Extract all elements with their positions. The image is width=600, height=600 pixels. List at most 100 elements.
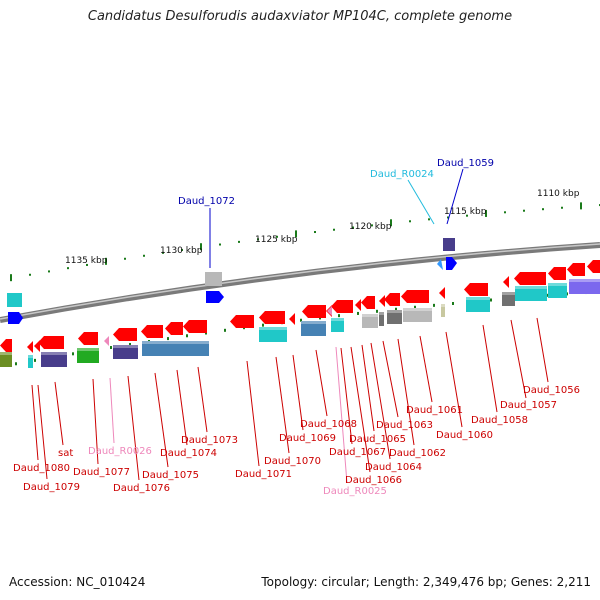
gene-label-daud-1076: Daud_1076 — [113, 483, 170, 494]
scale-label-1120: 1120 kbp — [349, 222, 392, 232]
scale-label-1130: 1130 kbp — [160, 246, 203, 256]
scale-tick-lower — [490, 298, 492, 302]
gene-arrow-cds-small — [439, 287, 445, 299]
gene-leader-line — [361, 344, 375, 432]
scale-tick-lower — [395, 307, 397, 311]
scale-tick-lower — [262, 323, 264, 327]
scale-tick — [86, 263, 88, 266]
gene-category-box — [28, 355, 33, 368]
gene-arrow-cds — [113, 328, 137, 341]
scale-tick-lower — [357, 311, 359, 315]
gene-label-daud-1062: Daud_1062 — [389, 448, 446, 459]
scale-tick — [390, 219, 392, 227]
scale-tick-lower — [376, 309, 378, 313]
gene-arrow-cds — [302, 305, 326, 318]
feature-purple-1059 — [443, 238, 455, 251]
gene-category-box-highlight — [502, 292, 515, 295]
gene-arrow-cds-small — [289, 313, 295, 325]
scale-tick — [48, 270, 50, 273]
scale-tick — [143, 254, 145, 257]
gene-category-box-highlight — [301, 321, 326, 324]
gene-category-box-highlight — [0, 352, 12, 355]
gene-category-box-highlight — [548, 283, 567, 286]
scale-tick — [219, 243, 221, 246]
scale-tick — [105, 257, 107, 265]
gene-arrow-cds-small — [355, 299, 361, 311]
gene-arrow-cds — [0, 339, 12, 352]
genome-backbone — [0, 242, 600, 323]
scale-tick — [162, 251, 164, 254]
gene-arrow-cds — [331, 300, 353, 313]
gene-arrow-rna — [327, 306, 332, 316]
gene-leader-line — [54, 381, 64, 446]
gene-category-box-highlight — [515, 286, 547, 289]
gene-category-box-highlight — [441, 304, 445, 307]
gene-category-box-highlight — [387, 310, 402, 313]
scale-tick-lower — [205, 331, 207, 335]
scale-tick-lower — [414, 305, 416, 309]
genome-summary-text: Topology: circular; Length: 2,349,476 bp… — [261, 575, 591, 589]
scale-tick — [333, 228, 335, 231]
gene-label-daud-1077: Daud_1077 — [73, 467, 130, 478]
gene-leader-line — [92, 378, 99, 465]
feature-trna-r0024 — [437, 259, 443, 270]
scale-tick-lower — [224, 328, 226, 332]
gene-leader-line — [31, 384, 39, 461]
gene-leader-line — [510, 319, 527, 399]
gene-leader-line — [536, 317, 549, 383]
scale-tick-lower — [186, 334, 188, 338]
scale-tick-lower — [15, 362, 17, 366]
gene-category-box — [362, 314, 378, 328]
gene-label-daud-1075: Daud_1075 — [142, 470, 199, 481]
feature-blue-arrow-1072 — [206, 291, 224, 303]
gene-arrow-cds — [587, 260, 600, 273]
gene-label-daud-1063: Daud_1063 — [376, 420, 433, 431]
gene-leader-line — [197, 366, 208, 433]
gene-leader-line — [382, 340, 399, 418]
scale-tick — [352, 226, 354, 229]
scale-tick — [124, 257, 126, 260]
top-label-daud-r0024: Daud_R0024 — [370, 169, 434, 180]
gene-category-box — [379, 312, 384, 326]
gene-category-box-highlight — [379, 312, 384, 315]
genome-backbone-highlight — [0, 243, 600, 320]
gene-category-box-highlight — [28, 355, 33, 358]
scale-tick — [238, 240, 240, 243]
gene-leader-lines — [31, 317, 549, 484]
feature-gray-top-1072 — [205, 272, 222, 286]
gene-category-box — [41, 352, 67, 367]
gene-category-box — [548, 283, 567, 298]
gene-category-box — [0, 352, 12, 367]
scale-tick — [542, 208, 544, 211]
scale-tick — [523, 209, 525, 212]
gene-leader-line — [154, 372, 169, 468]
gene-arrow-cds-small — [379, 295, 385, 307]
gene-arrow-cds — [384, 293, 400, 306]
scale-tick — [200, 243, 202, 251]
gene-label-daud-1071: Daud_1071 — [235, 469, 292, 480]
gene-label-daud-1069: Daud_1069 — [279, 433, 336, 444]
gene-category-box — [403, 308, 432, 322]
gene-label-daud-1064: Daud_1064 — [365, 462, 422, 473]
gene-category-box-highlight — [259, 327, 287, 330]
map-title: Candidatus Desulforudis audaxviator MP10… — [87, 9, 513, 24]
gene-leader-line — [37, 384, 48, 480]
scale-tick-lower — [452, 301, 454, 305]
gene-leader-line — [340, 347, 353, 445]
gene-label-daud-1058: Daud_1058 — [471, 415, 528, 426]
gene-leader-line — [127, 375, 140, 481]
scale-tick — [504, 211, 506, 214]
scale-label-1115: 1115 kbp — [444, 207, 487, 217]
gene-leader-line — [176, 369, 188, 446]
gene-arrow-cds-small — [345, 301, 351, 313]
scale-tick — [276, 235, 278, 238]
gene-category-box — [331, 318, 344, 332]
scale-tick — [485, 209, 487, 217]
gene-leader-line — [445, 331, 463, 428]
gene-category-box — [387, 310, 402, 324]
gene-leader-line — [370, 342, 391, 460]
gene-category-box — [301, 321, 326, 336]
scale-label-1125: 1125 kbp — [255, 235, 298, 245]
scale-tick-lower — [110, 346, 112, 350]
